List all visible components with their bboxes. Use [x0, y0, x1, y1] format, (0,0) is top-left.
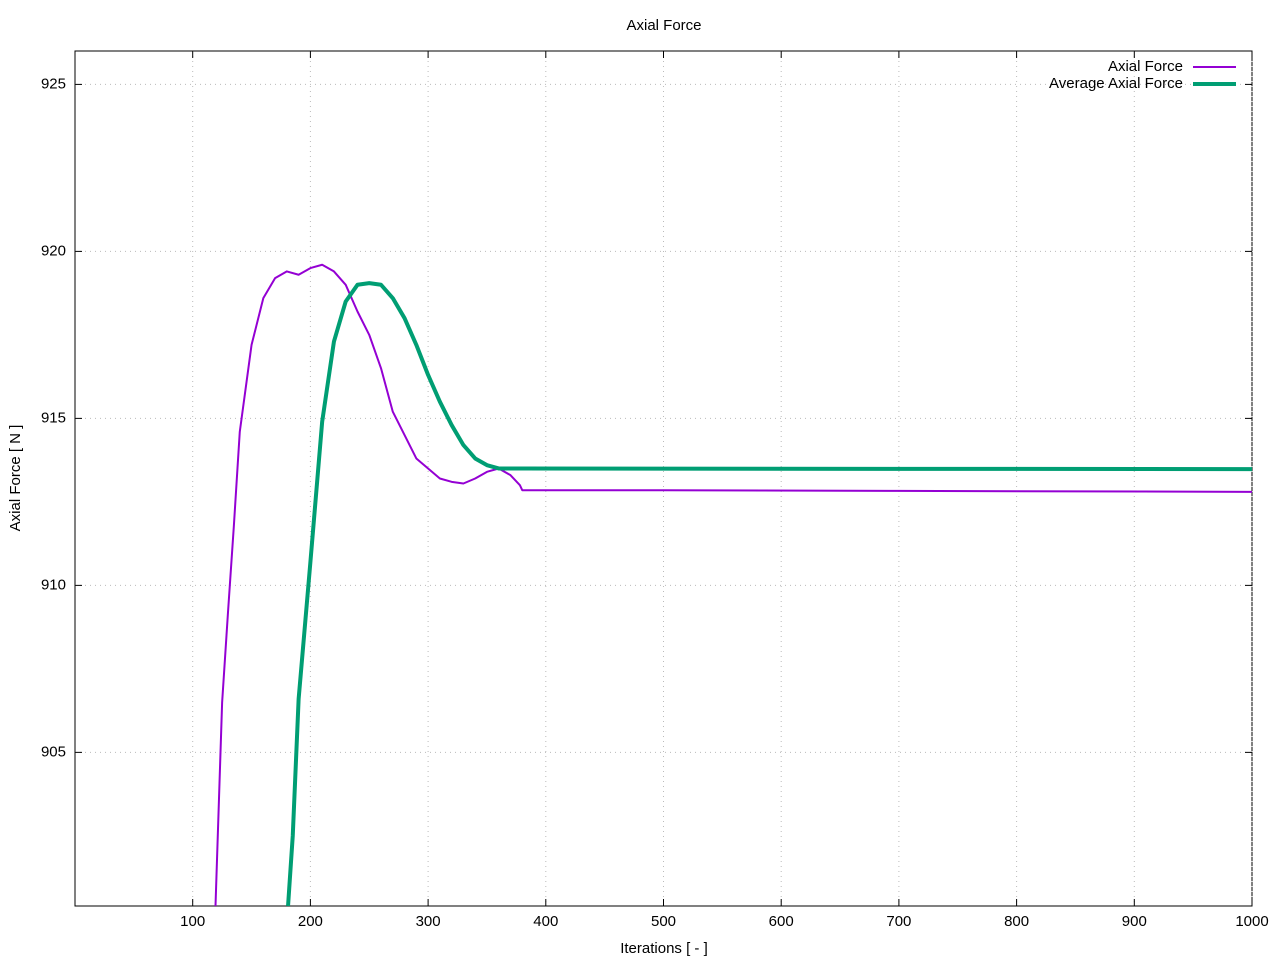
x-tick-label: 100	[180, 913, 205, 930]
x-axis-label: Iterations [ - ]	[620, 940, 708, 957]
x-tick-label: 500	[651, 913, 676, 930]
data-line	[214, 263, 1252, 906]
data-line	[286, 281, 1252, 906]
x-tick-label: 900	[1122, 913, 1147, 930]
y-tick-label: 915	[41, 409, 66, 426]
x-tick-label: 300	[416, 913, 441, 930]
chart-title: Axial Force	[626, 17, 701, 34]
y-tick-label: 905	[41, 743, 66, 760]
plot-frame	[74, 50, 1253, 907]
y-axis-label: Axial Force [ N ]	[7, 425, 24, 532]
x-tick-label: 400	[533, 913, 558, 930]
x-tick-label: 600	[769, 913, 794, 930]
x-tick-label: 1000	[1235, 913, 1268, 930]
x-tick-label: 800	[1004, 913, 1029, 930]
x-tick-label: 700	[886, 913, 911, 930]
x-tick-label: 200	[298, 913, 323, 930]
y-tick-label: 925	[41, 75, 66, 92]
y-tick-label: 910	[41, 576, 66, 593]
legend-label: Axial Force	[1108, 58, 1183, 75]
legend-label: Average Axial Force	[1049, 75, 1183, 92]
y-tick-label: 920	[41, 242, 66, 259]
